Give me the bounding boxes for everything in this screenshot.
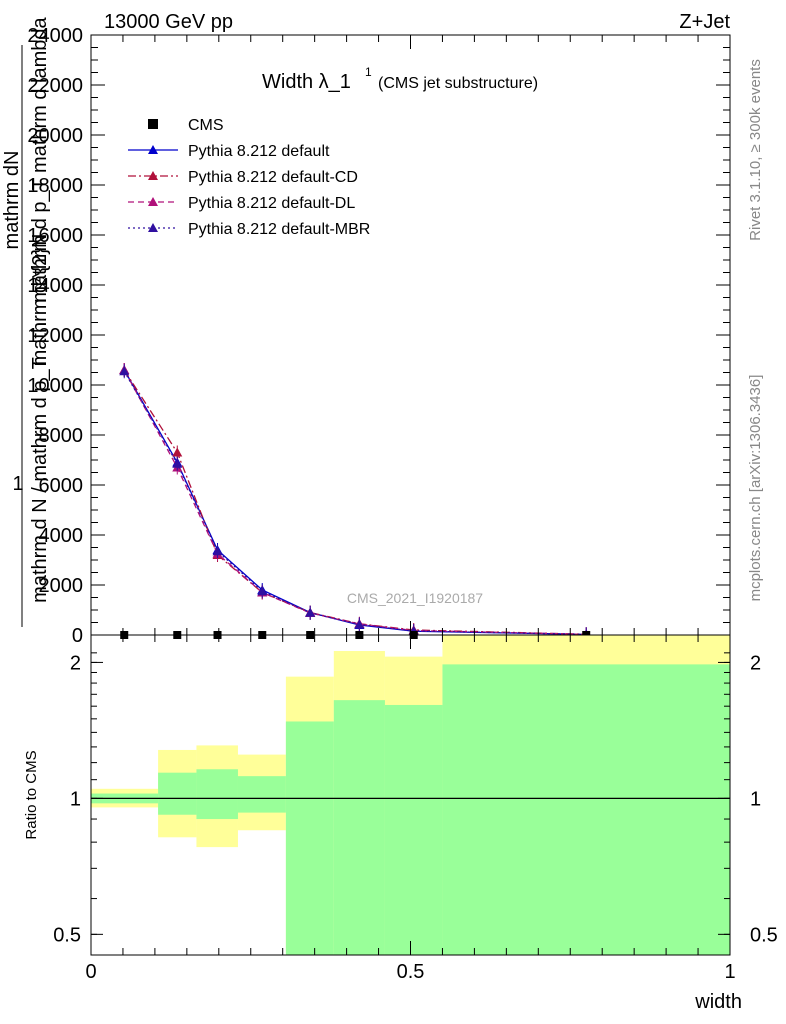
main-ytick-label: 24000 xyxy=(27,25,83,47)
main-ytick-label: 12000 xyxy=(27,325,83,347)
main-ytick-label: 2000 xyxy=(39,575,84,597)
main-ytick-label: 16000 xyxy=(27,225,83,247)
legend: CMS Pythia 8.212 default Pythia 8.212 defa… xyxy=(128,117,370,238)
main-ytick-label: 20000 xyxy=(27,125,83,147)
series-point-3 xyxy=(354,619,365,629)
ylabel-denom-main: mathrm d N / mathrm d p_T xyxy=(29,357,51,603)
plot-title: Width λ_1 xyxy=(262,71,351,93)
energy-label: 13000 GeV pp xyxy=(104,11,233,33)
ratio-green-band-4 xyxy=(285,721,334,955)
main-y-axis: 0 2000 4000 6000 8000 10000 12000 14000 16000 180… xyxy=(27,25,730,647)
ratio-ytick-label: 2 xyxy=(70,652,81,674)
ratio-ytick-label-right: 0.5 xyxy=(750,924,778,946)
main-ytick-label: 10000 xyxy=(27,375,83,397)
main-frame xyxy=(90,34,731,636)
ratio-green-band-1 xyxy=(158,772,197,815)
analysis-label: CMS_2021_I1920187 xyxy=(347,590,483,606)
ratio-ytick-label: 1 xyxy=(70,788,81,810)
legend-label-3: Pythia 8.212 default-DL xyxy=(188,195,355,212)
ylabel-frac-den: mathrm d p_T mathrm d lambda xyxy=(29,16,51,302)
ratio-green-band-7 xyxy=(442,664,730,955)
legend-marker-cms xyxy=(148,119,158,129)
series-point-3 xyxy=(119,366,130,376)
main-panel: 0 2000 4000 6000 8000 10000 12000 14000 16000 180… xyxy=(27,25,731,647)
legend-marker-4 xyxy=(148,223,158,232)
ylabel-numer-main: mathrm d^{2}N xyxy=(29,234,51,367)
main-ytick-label: 0 xyxy=(72,625,83,647)
main-ytick-label: 18000 xyxy=(27,175,83,197)
main-y-axis-label: 1 mathrm dN mathrm d p_T mathrm d lambda… xyxy=(1,16,51,627)
plot-title-note: (CMS jet substructure) xyxy=(378,75,538,92)
series-line-3 xyxy=(123,370,587,635)
ratio-green-band-3 xyxy=(237,776,286,813)
main-ytick-label: 14000 xyxy=(27,275,83,297)
legend-marker-3 xyxy=(148,197,158,206)
legend-label-1: Pythia 8.212 default xyxy=(188,143,330,160)
series-point-3 xyxy=(172,458,183,468)
xtick-label: 0 xyxy=(85,961,96,983)
ylabel-frac-one: 1 xyxy=(12,473,23,495)
plot-title-sup: 1 xyxy=(365,65,372,79)
series-point-3 xyxy=(212,546,223,556)
series-point-3 xyxy=(257,586,268,596)
ratio-x-axis: 0 0.5 1 xyxy=(85,635,736,983)
ylabel-frac-num: mathrm dN xyxy=(1,151,23,250)
ratio-y-label: Ratio to CMS xyxy=(23,750,40,839)
legend-label-4: Pythia 8.212 default-MBR xyxy=(188,221,370,238)
main-x-ticks xyxy=(90,35,731,635)
ratio-green-band-2 xyxy=(196,769,238,820)
process-label: Z+Jet xyxy=(679,11,730,33)
main-ytick-label: 22000 xyxy=(27,75,83,97)
main-ytick-label: 8000 xyxy=(39,425,84,447)
ratio-ytick-label: 0.5 xyxy=(53,924,81,946)
ratio-y-axis: 0.5 0.5 1 1 2 2 xyxy=(53,652,778,946)
legend-marker-1 xyxy=(148,145,158,154)
series-point-1 xyxy=(172,447,183,457)
ratio-green-band-6 xyxy=(384,704,443,955)
ratio-green-band-5 xyxy=(333,700,385,955)
ratio-panel: 0.5 0.51 12 2 0 0.5 1 xyxy=(53,634,778,983)
xtick-label: 0.5 xyxy=(397,961,425,983)
main-ytick-label: 4000 xyxy=(39,525,84,547)
legend-label-0: CMS xyxy=(188,117,224,134)
legend-marker-2 xyxy=(148,171,158,180)
mcplots-label: mcplots.cern.ch [arXiv:1306.3436] xyxy=(747,375,764,602)
x-axis-label: width xyxy=(694,991,742,1013)
series-point-3 xyxy=(305,607,316,617)
ratio-ytick-label-right: 2 xyxy=(750,652,761,674)
ratio-ytick-label-right: 1 xyxy=(750,788,761,810)
rivet-label: Rivet 3.1.10, ≥ 300k events xyxy=(747,59,764,241)
legend-label-2: Pythia 8.212 default-CD xyxy=(188,169,358,186)
xtick-label: 1 xyxy=(724,961,735,983)
main-ytick-label: 6000 xyxy=(39,475,84,497)
